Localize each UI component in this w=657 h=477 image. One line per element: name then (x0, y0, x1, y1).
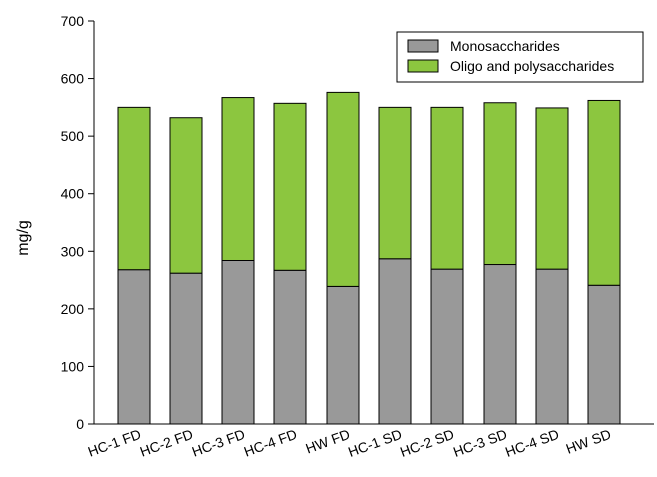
bar-mono-hc-1-fd (117, 269, 151, 425)
y-tick-label: 400 (61, 186, 85, 202)
bar-oligo-hc-2-sd (430, 106, 464, 270)
y-tick-label: 100 (61, 358, 85, 374)
legend: Monosaccharides Oligo and polysaccharide… (396, 31, 644, 83)
y-axis-ticks: 0 100 200 300 400 500 600 700 (61, 13, 94, 432)
bar-oligo-hw-fd (326, 91, 360, 287)
legend-label-oligo-polysaccharides: Oligo and polysaccharides (450, 58, 614, 74)
bar-mono-hw-fd (326, 285, 360, 425)
bar-oligo-hw-sd (587, 99, 621, 286)
y-tick-label: 600 (61, 71, 85, 87)
legend-swatch-monosaccharides (407, 39, 439, 53)
bar-oligo-hc-4-sd (535, 107, 569, 270)
y-tick-label: 300 (61, 243, 85, 259)
x-tick-label: HC-3 SD (451, 426, 509, 460)
x-tick-label: HC-1 SD (346, 426, 404, 460)
bar-mono-hw-sd (587, 284, 621, 425)
x-tick-label: HC-3 FD (190, 426, 247, 460)
bar-oligo-hc-1-fd (117, 106, 151, 271)
bar-oligo-hc-3-fd (221, 97, 255, 261)
y-tick-label: 200 (61, 301, 85, 317)
x-tick-label: HC-4 SD (503, 426, 561, 460)
x-tick-label: HW SD (564, 426, 613, 457)
bar-oligo-hc-4-fd (273, 102, 307, 271)
bar-mono-hc-3-sd (483, 264, 517, 425)
bar-mono-hc-2-fd (169, 272, 203, 425)
y-tick-label: 0 (76, 416, 84, 432)
x-tick-label: HW FD (303, 426, 352, 457)
y-axis-title: mg/g (15, 220, 32, 256)
bar-oligo-hc-1-sd (378, 106, 412, 260)
legend-swatch-oligo-polysaccharides (407, 59, 439, 73)
x-tick-label: HC-4 FD (242, 426, 299, 460)
bar-mono-hc-4-sd (535, 268, 569, 425)
bar-mono-hc-3-fd (221, 259, 255, 425)
y-tick-label: 700 (61, 13, 85, 29)
x-tick-label: HC-2 SD (398, 426, 456, 460)
bar-oligo-hc-2-fd (169, 117, 203, 274)
legend-label-monosaccharides: Monosaccharides (450, 38, 560, 54)
x-tick-label: HC-2 FD (138, 426, 195, 460)
bar-mono-hc-1-sd (378, 258, 412, 425)
x-tick-label: HC-1 FD (86, 426, 143, 460)
bars-layer (117, 91, 621, 425)
bar-oligo-hc-3-sd (483, 102, 517, 266)
y-tick-label: 500 (61, 128, 85, 144)
axes-layer (93, 21, 654, 425)
bar-mono-hc-4-fd (273, 269, 307, 425)
bar-mono-hc-2-sd (430, 268, 464, 425)
